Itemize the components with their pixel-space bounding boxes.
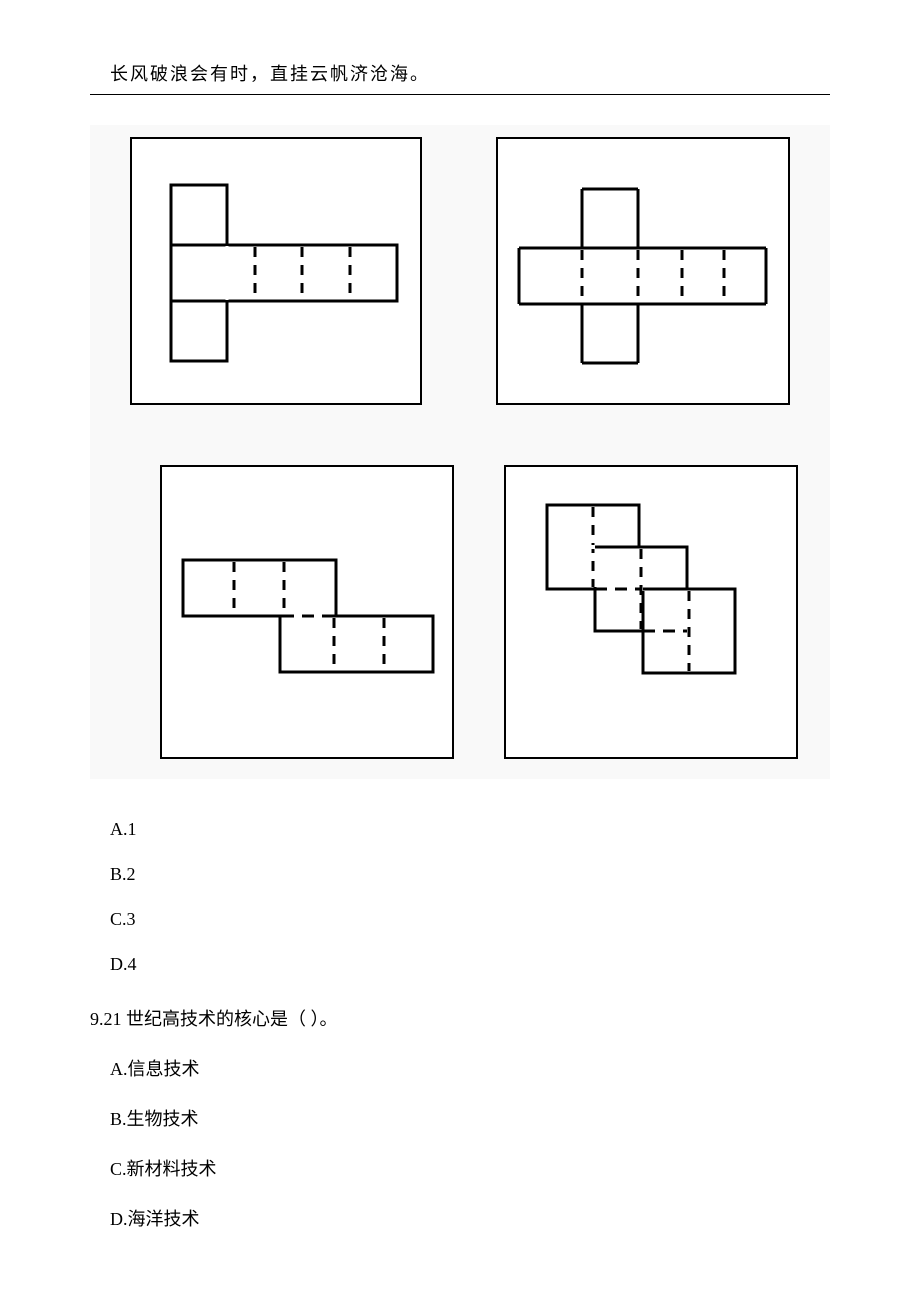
q9-option-b: B.生物技术 [110,1105,830,1131]
diagram-row-1 [130,137,790,405]
question8-options: A.1 B.2 C.3 D.4 [110,819,830,975]
option-c: C.3 [110,909,830,930]
diagram-1 [130,137,422,405]
q9-option-c: C.新材料技术 [110,1155,830,1181]
diagrams-container [90,125,830,779]
diagram-3 [160,465,454,759]
question9-options: A.信息技术 B.生物技术 C.新材料技术 D.海洋技术 [110,1055,830,1231]
option-a: A.1 [110,819,830,840]
question-9: 9.21 世纪高技术的核心是（ ）。 [90,1005,830,1031]
header-divider [90,94,830,95]
page-header-motto: 长风破浪会有时，直挂云帆济沧海。 [110,60,830,86]
option-b: B.2 [110,864,830,885]
option-d: D.4 [110,954,830,975]
diagram-row-2 [130,465,790,759]
q9-option-d: D.海洋技术 [110,1205,830,1231]
q9-option-a: A.信息技术 [110,1055,830,1081]
diagram-2 [496,137,790,405]
diagram-4 [504,465,798,759]
